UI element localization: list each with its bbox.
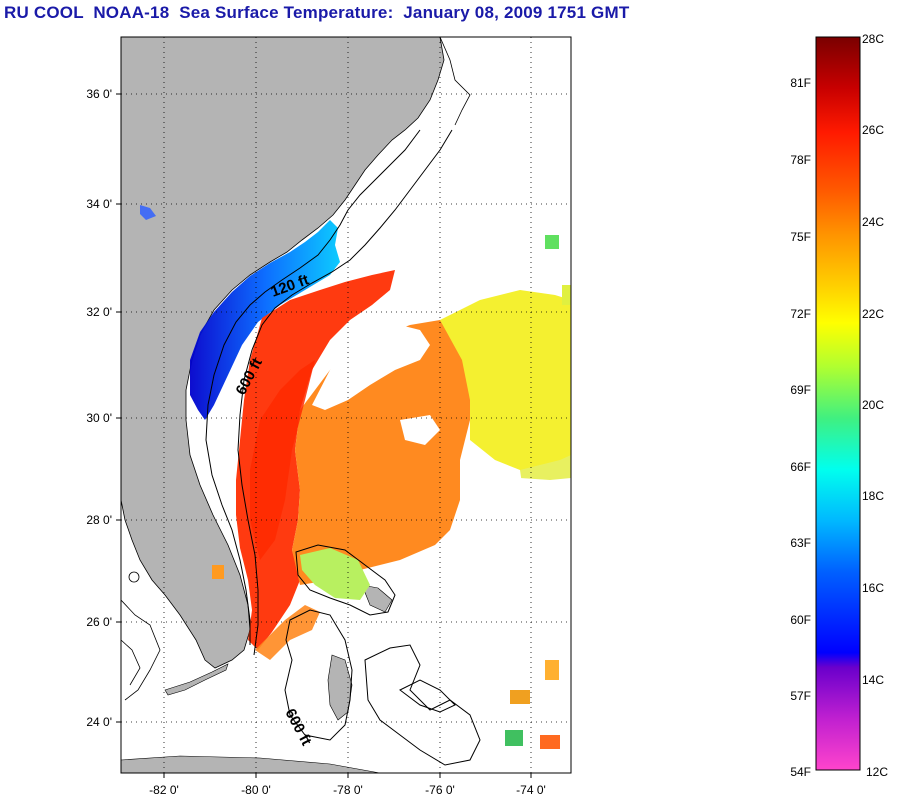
contour-bahamas-2 xyxy=(284,609,353,741)
contour-120ft xyxy=(205,129,421,645)
fahrenheit-label: 72F xyxy=(790,307,811,321)
fahrenheit-label: 57F xyxy=(790,689,811,703)
lat-label: 32 0' xyxy=(86,305,112,319)
lon-label: -78 0' xyxy=(333,783,363,797)
contour-florida-west-2 xyxy=(121,639,141,686)
graticule xyxy=(121,37,571,773)
contour-bahamas-4 xyxy=(399,679,456,713)
lon-label: -82 0' xyxy=(149,783,179,797)
bahamas-grand xyxy=(361,584,393,613)
map-border xyxy=(120,36,572,774)
lat-label: 26 0' xyxy=(86,615,112,629)
lat-label: 34 0' xyxy=(86,197,112,211)
bahamas-bank-green xyxy=(300,548,370,600)
gulf-stream-warm xyxy=(236,270,395,650)
contour-loop xyxy=(128,571,140,583)
fahrenheit-label: 78F xyxy=(790,153,811,167)
cloud-patch-3 xyxy=(405,190,520,295)
colorbar-celsius-labels: 28C 26C 24C 22C 20C 18C 16C 14C 12C xyxy=(862,32,888,779)
colorbar xyxy=(815,36,861,771)
celsius-label: 28C xyxy=(862,32,884,46)
florida-keys xyxy=(164,663,229,696)
warm-tongue-inner xyxy=(250,360,315,560)
axis-ticks xyxy=(116,93,532,778)
contour-north-1 xyxy=(439,37,471,126)
fahrenheit-label: 66F xyxy=(790,460,811,474)
lon-label: -80 0' xyxy=(241,783,271,797)
scatter-patch-6 xyxy=(562,285,571,305)
cloud-patch-1 xyxy=(400,415,440,445)
celsius-label: 12C xyxy=(866,765,888,779)
cuba-coast xyxy=(121,755,381,773)
lake-okeechobee-sst xyxy=(212,565,224,579)
lat-label: 30 0' xyxy=(86,411,112,425)
shelf-cold-water xyxy=(190,220,340,420)
scatter-patch-4 xyxy=(540,735,560,749)
fahrenheit-label: 69F xyxy=(790,383,811,397)
cold-patch-north xyxy=(140,205,156,220)
cloud-patch-2 xyxy=(480,478,571,560)
celsius-label: 20C xyxy=(862,398,884,412)
celsius-label: 16C xyxy=(862,581,884,595)
celsius-label: 26C xyxy=(862,123,884,137)
longitude-labels: -82 0' -80 0' -78 0' -76 0' -74 0' xyxy=(149,783,546,797)
lon-label: -76 0' xyxy=(425,783,455,797)
contour-bahamas-1 xyxy=(295,544,396,616)
lat-label: 36 0' xyxy=(86,87,112,101)
lon-label: -74 0' xyxy=(516,783,546,797)
fahrenheit-label: 63F xyxy=(790,536,811,550)
celsius-label: 18C xyxy=(862,489,884,503)
map-content xyxy=(121,37,571,773)
celsius-label: 24C xyxy=(862,215,884,229)
latitude-labels: 36 0' 34 0' 32 0' 30 0' 28 0' 26 0' 24 0… xyxy=(86,87,112,729)
map-title: RU COOL NOAA-18 Sea Surface Temperature:… xyxy=(4,3,630,22)
land-mass xyxy=(121,37,445,669)
fahrenheit-label: 81F xyxy=(790,76,811,90)
scatter-patch-1 xyxy=(545,660,559,680)
cloud-band xyxy=(312,325,430,410)
contour-600ft xyxy=(237,129,453,656)
colorbar-fahrenheit-labels: 81F 78F 75F 72F 69F 66F 63F 60F 57F 54F xyxy=(790,76,811,779)
offshore-yellow xyxy=(440,290,571,478)
contour-bahamas-3 xyxy=(364,644,481,766)
celsius-label: 22C xyxy=(862,307,884,321)
fahrenheit-label: 60F xyxy=(790,613,811,627)
scatter-patch-2 xyxy=(510,690,530,704)
lat-label: 28 0' xyxy=(86,513,112,527)
contour-florida-west xyxy=(121,599,161,701)
scatter-patch-5 xyxy=(545,235,559,249)
scatter-patch-3 xyxy=(505,730,523,746)
fahrenheit-label: 75F xyxy=(790,230,811,244)
celsius-label: 14C xyxy=(862,673,884,687)
lat-label: 24 0' xyxy=(86,715,112,729)
fahrenheit-label: 54F xyxy=(790,765,811,779)
bahamas-andros xyxy=(327,654,353,721)
